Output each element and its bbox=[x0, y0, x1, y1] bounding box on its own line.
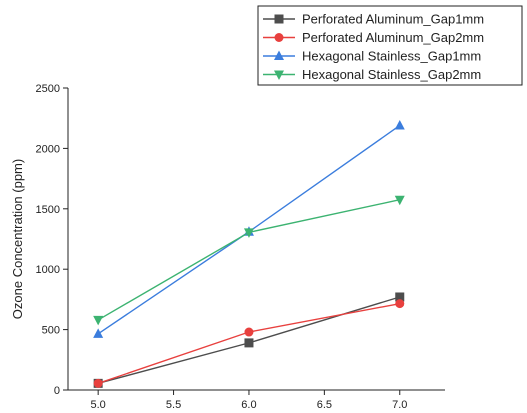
x-tick-label: 5.0 bbox=[91, 399, 106, 411]
y-tick-label: 2000 bbox=[36, 143, 60, 155]
x-tick-label: 6.0 bbox=[241, 399, 256, 411]
x-tick-label: 5.5 bbox=[166, 399, 181, 411]
legend-marker-perforated-aluminum-gap1mm bbox=[274, 14, 284, 24]
data-point-perforated-aluminum-gap2mm bbox=[395, 299, 405, 309]
legend-label-hexagonal-stainless-gap1mm: Hexagonal Stainless_Gap1mm bbox=[302, 49, 481, 64]
y-tick-label: 0 bbox=[54, 385, 60, 397]
y-tick-label: 1000 bbox=[36, 264, 60, 276]
data-point-perforated-aluminum-gap1mm bbox=[244, 338, 254, 348]
legend-label-hexagonal-stainless-gap2mm: Hexagonal Stainless_Gap2mm bbox=[302, 67, 481, 82]
y-tick-label: 2500 bbox=[36, 83, 60, 95]
y-axis-title: Ozone Concentration (ppm) bbox=[10, 159, 25, 319]
legend-box bbox=[257, 5, 523, 86]
data-point-hexagonal-stainless-gap2mm bbox=[93, 315, 104, 326]
data-point-hexagonal-stainless-gap2mm bbox=[243, 228, 254, 238]
y-tick-label: 500 bbox=[42, 325, 60, 337]
data-point-perforated-aluminum-gap2mm bbox=[244, 327, 254, 337]
data-point-hexagonal-stainless-gap1mm bbox=[93, 328, 104, 338]
data-point-hexagonal-stainless-gap1mm bbox=[394, 119, 405, 130]
legend-marker-hexagonal-stainless-gap1mm bbox=[274, 50, 284, 60]
plot-area bbox=[93, 119, 405, 388]
data-point-hexagonal-stainless-gap2mm bbox=[394, 195, 405, 206]
series-line-hexagonal-stainless-gap2mm bbox=[97, 199, 400, 321]
x-tick-label: 6.5 bbox=[317, 399, 332, 411]
legend-label-perforated-aluminum-gap2mm: Perforated Aluminum_Gap2mm bbox=[302, 30, 484, 45]
y-tick-label: 1500 bbox=[36, 204, 60, 216]
legend: Perforated Aluminum_Gap1mm Perforated Alu… bbox=[257, 5, 523, 86]
legend-marker-perforated-aluminum-gap2mm bbox=[274, 33, 284, 42]
x-tick-label: 7.0 bbox=[392, 399, 407, 411]
axes: 5.0 5.5 6.0 6.5 7.0 0 500 1000 1500 2000 2500 bbox=[36, 83, 445, 411]
data-point-perforated-aluminum-gap1mm bbox=[395, 292, 405, 302]
data-point-perforated-aluminum-gap2mm bbox=[93, 378, 103, 388]
legend-marker-hexagonal-stainless-gap2mm bbox=[274, 70, 284, 80]
legend-label-perforated-aluminum-gap1mm: Perforated Aluminum_Gap1mm bbox=[302, 12, 484, 27]
